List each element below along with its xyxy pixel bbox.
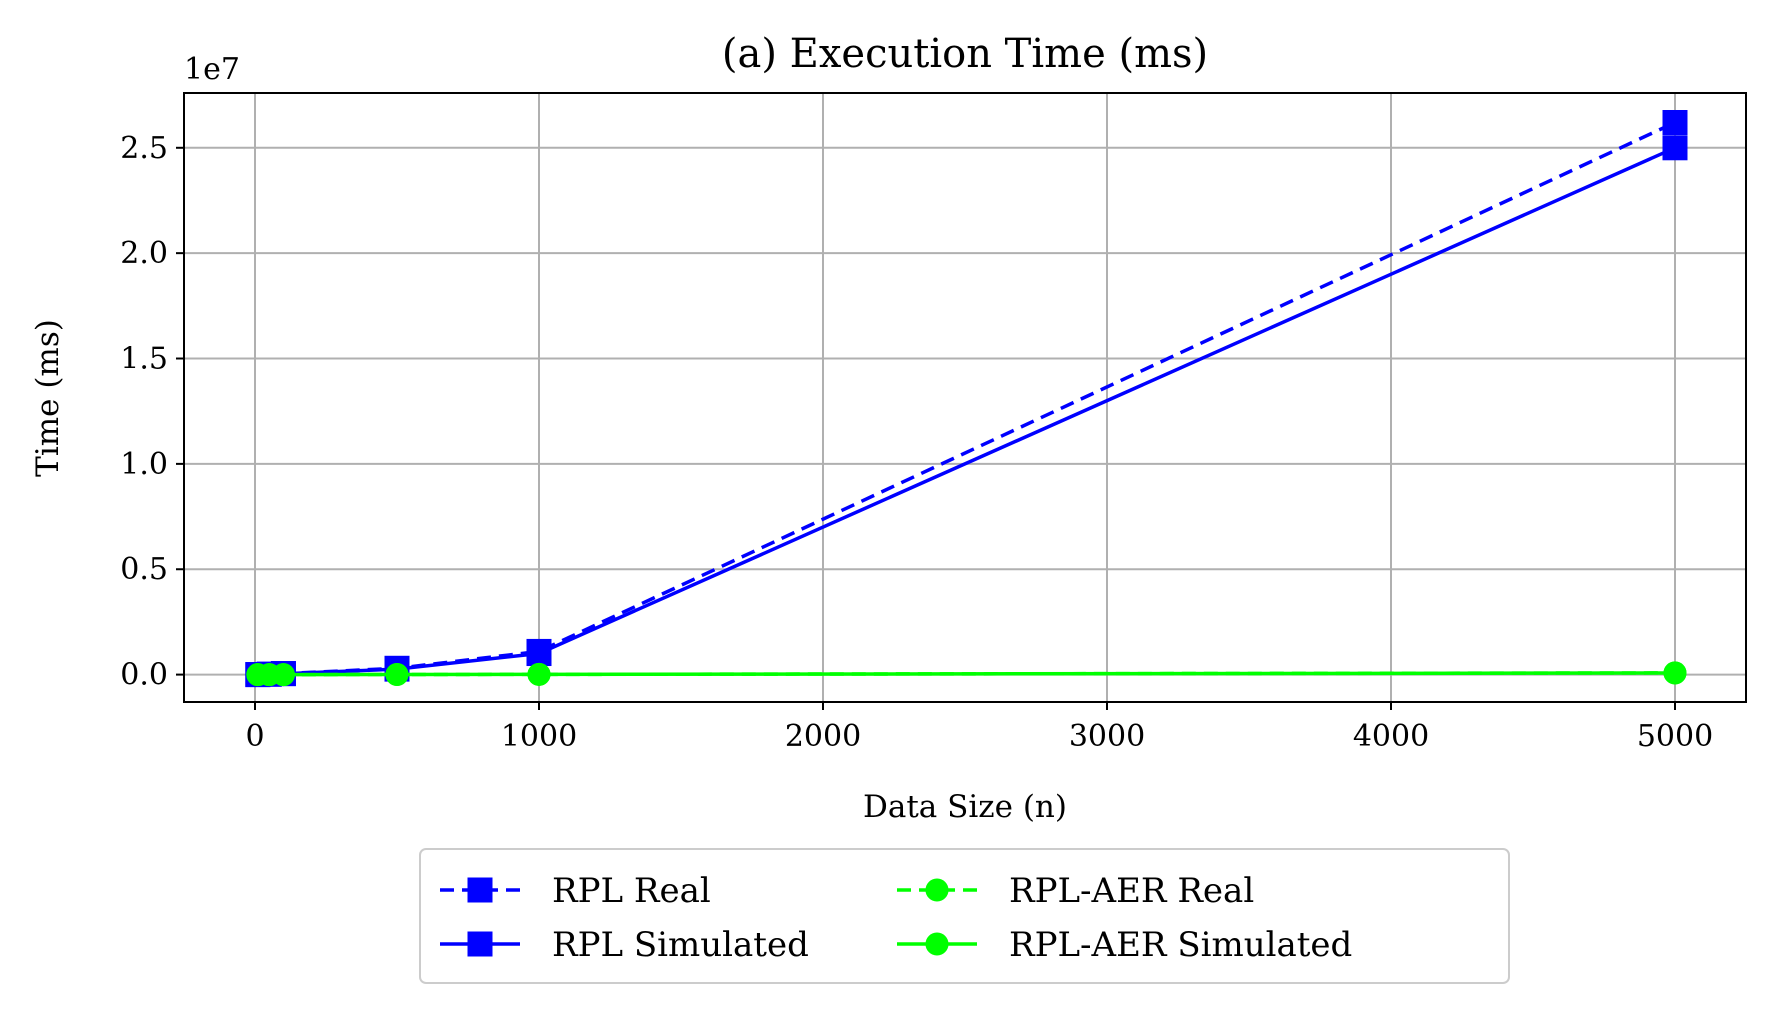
data-point [1662, 110, 1688, 136]
series-line [257, 671, 1676, 677]
legend-label: RPL-AER Simulated [1009, 925, 1352, 965]
legend-frame [419, 848, 1510, 984]
legend-marker [467, 931, 493, 957]
legend-label: RPL-AER Real [1009, 871, 1254, 911]
tick-layer: 0 1000 2000 3000 4000 5000 0.0 0.5 1.0 1.5 2.0 2.5 [120, 131, 1713, 754]
legend-label: RPL Simulated [552, 925, 809, 965]
grid-layer [184, 93, 1746, 702]
legend-item: RPL-AER Real [897, 871, 1254, 911]
series-rpl-aer-simulated [246, 661, 1687, 687]
y-tick-label: 1.5 [120, 342, 168, 377]
x-tick-label: 3000 [1069, 719, 1145, 754]
data-point [526, 641, 552, 667]
series-rpl-real [245, 110, 1688, 688]
legend-label: RPL Real [552, 871, 711, 911]
x-tick-label: 5000 [1637, 719, 1713, 754]
legend-marker [467, 877, 493, 903]
data-point [385, 663, 409, 687]
legend-marker [925, 878, 949, 902]
y-offset-text: 1e7 [184, 52, 240, 87]
data-point [527, 662, 551, 686]
series-layer [245, 110, 1688, 688]
series-line [257, 146, 1676, 677]
chart-title: (a) Execution Time (ms) [722, 31, 1208, 77]
legend-items: RPL Real RPL Simulated RPL-AER Real RPL-AER… [440, 871, 1352, 965]
legend-item: RPL Simulated [440, 925, 809, 965]
x-tick-label: 4000 [1353, 719, 1429, 754]
data-point [1662, 135, 1688, 161]
y-tick-label: 0.5 [120, 552, 168, 587]
y-tick-label: 1.0 [120, 447, 168, 482]
data-point [271, 663, 295, 687]
series-line [257, 120, 1676, 677]
y-tick-label: 2.0 [120, 236, 168, 271]
y-axis-label: Time (ms) [30, 319, 66, 477]
x-axis-label: Data Size (n) [863, 789, 1067, 825]
x-tick-label: 2000 [785, 719, 861, 754]
legend-item: RPL Real [440, 871, 711, 911]
x-tick-label: 1000 [501, 719, 577, 754]
y-tick-label: 0.0 [120, 658, 168, 693]
legend-marker [925, 932, 949, 956]
legend-item: RPL-AER Simulated [897, 925, 1352, 965]
data-point [1663, 661, 1687, 685]
y-tick-label: 2.5 [120, 131, 168, 166]
legend: RPL Real RPL Simulated RPL-AER Real RPL-AER… [419, 848, 1510, 984]
plot-frame [183, 92, 1747, 703]
x-tick-label: 0 [245, 719, 264, 754]
